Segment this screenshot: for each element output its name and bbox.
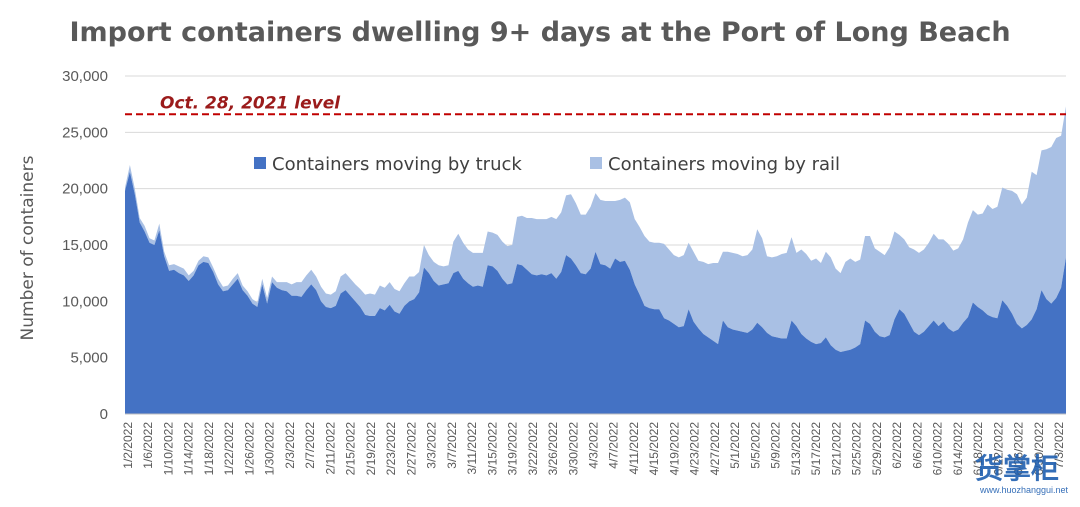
- area-truck: [125, 171, 1066, 414]
- x-tick-label: 5/25/2022: [850, 422, 864, 476]
- y-axis-label: Number of containers: [18, 155, 38, 340]
- y-tick-label: 5,000: [70, 350, 108, 367]
- x-tick-label: 3/26/2022: [546, 422, 560, 476]
- x-tick-label: 4/3/2022: [587, 422, 601, 469]
- chart-title: Import containers dwelling 9+ days at th…: [69, 17, 1010, 48]
- x-tick-label: 3/7/2022: [445, 422, 459, 469]
- y-tick-label: 15,000: [62, 237, 108, 254]
- x-tick-label: 5/29/2022: [870, 422, 884, 476]
- x-tick-label: 6/26/2022: [1012, 422, 1026, 476]
- x-tick-label: 5/17/2022: [809, 422, 823, 476]
- y-tick-label: 0: [100, 406, 108, 423]
- x-tick-label: 3/15/2022: [485, 422, 499, 476]
- watermark-url: www.huozhanggui.net: [979, 485, 1069, 495]
- x-tick-label: 2/27/2022: [404, 422, 418, 476]
- x-tick-label: 2/15/2022: [344, 422, 358, 476]
- x-tick-label: 4/15/2022: [647, 422, 661, 476]
- x-tick-label: 1/18/2022: [202, 422, 216, 476]
- x-tick-label: 1/6/2022: [141, 422, 155, 469]
- area-rail: [125, 106, 1066, 353]
- x-tick-label: 5/5/2022: [748, 422, 762, 469]
- x-tick-label: 5/1/2022: [728, 422, 742, 469]
- x-tick-label: 2/23/2022: [384, 422, 398, 476]
- x-tick-label: 3/3/2022: [425, 422, 439, 469]
- x-axis-ticks: 1/2/2022 1/6/2022 1/10/2022 1/14/2022 1/18/2…: [121, 422, 1066, 476]
- legend-swatch-truck: [254, 157, 266, 169]
- x-tick-label: 2/3/2022: [283, 422, 297, 469]
- legend: Containers moving by truck Containers mo…: [254, 154, 840, 175]
- x-tick-label: 4/23/2022: [688, 422, 702, 476]
- x-tick-label: 6/10/2022: [931, 422, 945, 476]
- y-tick-label: 20,000: [62, 181, 108, 198]
- x-tick-label: 3/11/2022: [465, 422, 479, 475]
- x-tick-label: 6/14/2022: [951, 422, 965, 476]
- x-tick-label: 1/22/2022: [222, 422, 236, 476]
- legend-swatch-rail: [590, 157, 602, 169]
- y-axis-ticks: 0 5,000 10,000 15,000 20,000 25,000 30,000: [62, 68, 108, 423]
- x-tick-label: 1/30/2022: [263, 422, 277, 476]
- x-tick-label: 4/27/2022: [708, 422, 722, 476]
- legend-label-truck: Containers moving by truck: [272, 154, 522, 175]
- x-tick-label: 3/22/2022: [526, 422, 540, 476]
- x-tick-label: 4/7/2022: [607, 422, 621, 469]
- x-tick-label: 6/30/2022: [1032, 422, 1046, 476]
- x-tick-label: 3/19/2022: [506, 422, 520, 476]
- x-tick-label: 3/30/2022: [566, 422, 580, 476]
- x-tick-label: 5/13/2022: [789, 422, 803, 476]
- x-tick-label: 6/2/2022: [890, 422, 904, 469]
- x-tick-label: 1/10/2022: [162, 422, 176, 476]
- x-tick-label: 1/14/2022: [182, 422, 196, 476]
- reference-line-label: Oct. 28, 2021 level: [160, 93, 341, 113]
- x-tick-label: 1/2/2022: [121, 422, 135, 469]
- x-tick-label: 6/18/2022: [971, 422, 985, 476]
- x-tick-label: 5/21/2022: [829, 422, 843, 476]
- x-tick-label: 4/19/2022: [668, 422, 682, 476]
- series-areas: [125, 106, 1066, 414]
- y-tick-label: 30,000: [62, 68, 108, 85]
- watermark-logo-text: 货掌柜: [975, 452, 1059, 485]
- x-tick-label: 2/19/2022: [364, 422, 378, 476]
- y-tick-label: 10,000: [62, 293, 108, 310]
- x-tick-label: 6/6/2022: [910, 422, 924, 469]
- x-tick-label: 1/26/2022: [242, 422, 256, 476]
- x-tick-label: 6/22/2022: [991, 422, 1005, 476]
- x-tick-label: 2/11/2022: [323, 422, 337, 475]
- x-tick-label: 5/9/2022: [769, 422, 783, 469]
- x-tick-label: 7/3/2022: [1052, 422, 1066, 469]
- y-tick-label: 25,000: [62, 124, 108, 141]
- legend-label-rail: Containers moving by rail: [608, 154, 840, 175]
- x-tick-label: 4/11/2022: [627, 422, 641, 475]
- watermark: 货掌柜 www.huozhanggui.net: [975, 452, 1069, 495]
- x-tick-label: 2/7/2022: [303, 422, 317, 469]
